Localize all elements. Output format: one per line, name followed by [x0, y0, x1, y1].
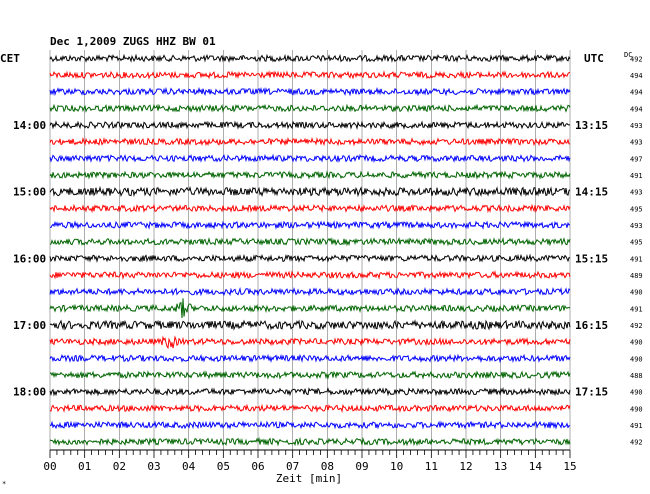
chart-title: Dec 1,2009 ZUGS HHZ BW 01 [50, 35, 216, 48]
trace-line-2 [49, 86, 571, 97]
x-tick-label: 05 [217, 460, 230, 473]
trace-line-7 [49, 170, 571, 180]
dc-value-13: 489 [630, 272, 643, 280]
left-time-label: 15:00 [13, 186, 46, 199]
vertical-gridlines [49, 50, 571, 450]
right-time-label: 15:15 [575, 252, 608, 265]
trace-line-0 [49, 53, 571, 64]
dc-value-10: 493 [630, 222, 643, 230]
trace-line-12 [49, 253, 571, 263]
left-axis-label: CET [0, 52, 20, 65]
trace-line-8 [49, 185, 571, 198]
dc-value-5: 493 [630, 139, 643, 147]
dc-value-17: 490 [630, 339, 643, 347]
dc-column-header: DC [624, 51, 632, 59]
dc-value-18: 490 [630, 355, 643, 363]
left-time-label: 16:00 [13, 252, 46, 265]
trace-line-21 [49, 403, 571, 413]
trace-line-14 [49, 286, 571, 297]
dc-value-19: 488 [630, 372, 643, 380]
x-tick-label: 10 [390, 460, 403, 473]
x-tick-label: 15 [563, 460, 576, 473]
dc-value-21: 490 [630, 405, 643, 413]
right-time-label: 14:15 [575, 186, 608, 199]
right-time-label: 17:15 [575, 386, 608, 399]
trace-line-1 [49, 70, 570, 80]
x-tick-label: 13 [494, 460, 507, 473]
trace-line-3 [49, 103, 571, 113]
row-labels: 492 494 494 494 493 493 497 491 493 495 493 495 491 4… [13, 55, 643, 446]
x-tick-label: 14 [529, 460, 543, 473]
trace-line-22 [49, 420, 571, 430]
x-tick-label: 02 [113, 460, 126, 473]
dc-value-7: 491 [630, 172, 643, 180]
trace-line-11 [49, 236, 571, 247]
trace-line-16 [49, 319, 571, 331]
dc-value-4: 493 [630, 122, 643, 130]
trace-line-13 [49, 270, 571, 280]
x-tick-label: 00 [43, 460, 56, 473]
trace-line-18 [49, 353, 571, 364]
dc-value-11: 495 [630, 239, 643, 247]
trace-line-15 [49, 298, 571, 319]
x-tick-label: 08 [321, 460, 334, 473]
trace-line-17 [49, 335, 571, 350]
left-time-label: 18:00 [13, 386, 46, 399]
x-tick-label: 04 [182, 460, 196, 473]
dc-value-20: 490 [630, 389, 643, 397]
trace-line-9 [49, 203, 571, 214]
trace-line-10 [50, 220, 571, 230]
dc-value-6: 497 [630, 155, 643, 163]
x-tick-label: 09 [355, 460, 368, 473]
dc-value-14: 490 [630, 289, 643, 297]
trace-line-19 [49, 370, 571, 380]
trace-line-6 [49, 153, 571, 163]
dc-value-1: 494 [630, 72, 643, 80]
trace-line-23 [49, 436, 571, 447]
x-tick-label: 06 [251, 460, 264, 473]
dc-value-23: 492 [630, 439, 643, 447]
x-axis: 00 01 02 03 04 05 06 07 08 09 10 11 12 13 14 15 [43, 449, 577, 473]
x-tick-label: 11 [425, 460, 438, 473]
seismogram-traces [49, 53, 571, 447]
dc-value-8: 493 [630, 189, 643, 197]
x-tick-label: 01 [78, 460, 91, 473]
x-tick-label: 03 [147, 460, 160, 473]
right-time-label: 16:15 [575, 319, 608, 332]
trace-line-4 [49, 120, 571, 130]
dc-value-12: 491 [630, 255, 643, 263]
dc-value-3: 494 [630, 105, 643, 113]
dc-value-0: 492 [630, 55, 643, 63]
dc-value-2: 494 [630, 89, 643, 97]
left-time-label: 14:00 [13, 119, 46, 132]
corner-mark: * [2, 480, 6, 488]
dc-value-16: 492 [630, 322, 643, 330]
trace-line-5 [49, 136, 571, 147]
trace-line-20 [49, 386, 571, 397]
right-axis-label: UTC [584, 52, 604, 65]
x-tick-label: 07 [286, 460, 299, 473]
left-time-label: 17:00 [13, 319, 46, 332]
x-tick-label: 12 [459, 460, 472, 473]
dc-value-15: 491 [630, 305, 643, 313]
dc-value-9: 495 [630, 205, 643, 213]
x-axis-title: Zeit [min] [276, 472, 342, 485]
dc-value-22: 491 [630, 422, 643, 430]
right-time-label: 13:15 [575, 119, 608, 132]
